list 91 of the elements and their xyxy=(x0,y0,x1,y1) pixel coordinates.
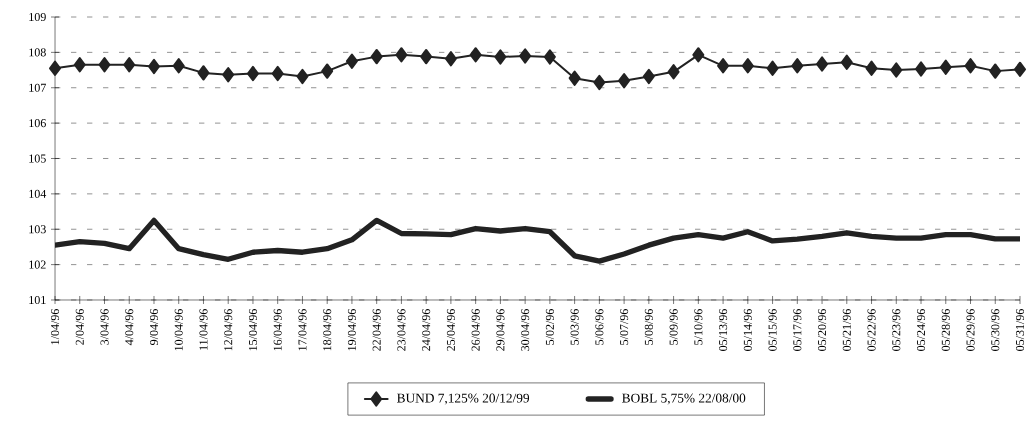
x-tick-label: 25/04/96 xyxy=(446,309,455,351)
x-tick-label: 5/10/96 xyxy=(694,309,703,345)
point xyxy=(370,48,383,65)
point xyxy=(642,68,655,85)
x-tick-label: 05/21/96 xyxy=(842,309,851,351)
x-tick-label: 26/04/96 xyxy=(471,309,480,351)
x-tick-label: 22/04/96 xyxy=(372,309,381,351)
point xyxy=(890,62,903,78)
x-tick-label: 4/04/96 xyxy=(125,309,134,346)
x-tick-label: 10/04/96 xyxy=(174,309,183,351)
point xyxy=(865,60,878,76)
point xyxy=(964,58,977,74)
x-tick-label: 05/24/96 xyxy=(916,309,926,351)
point xyxy=(989,63,1002,79)
x-tick-label: 1/04/96 xyxy=(50,309,60,345)
x-tick-label: 05/30/96 xyxy=(991,309,1000,351)
x-tick-label: 5/09/96 xyxy=(669,309,678,345)
point xyxy=(395,47,408,63)
y-tick-label: 102 xyxy=(29,260,46,269)
point xyxy=(147,58,160,75)
point xyxy=(915,61,928,77)
x-tick-label: 05/28/96 xyxy=(941,309,950,351)
y-tick-label: 105 xyxy=(29,154,46,163)
x-tick-label: 19/04/96 xyxy=(347,309,356,351)
x-tick-label: 23/04/96 xyxy=(397,309,406,351)
point xyxy=(296,68,309,85)
point xyxy=(741,58,754,74)
x-tick-label: 05/13/96 xyxy=(719,309,728,351)
point xyxy=(123,57,136,73)
x-tick-label: 05/23/96 xyxy=(892,309,901,351)
point xyxy=(717,58,730,74)
y-tick-label: 106 xyxy=(29,119,46,128)
x-tick-label: 30/04/96 xyxy=(521,309,530,351)
x-tick-label: 16/04/96 xyxy=(273,309,282,351)
point xyxy=(840,54,853,70)
point xyxy=(494,49,507,65)
point xyxy=(345,53,358,69)
point xyxy=(271,65,284,82)
point xyxy=(469,47,482,63)
point xyxy=(98,57,111,73)
point xyxy=(444,51,457,67)
point xyxy=(766,60,779,76)
x-tick-label: 2/04/96 xyxy=(75,309,84,345)
x-tick-label: 12/04/96 xyxy=(224,309,233,351)
point xyxy=(49,60,62,76)
x-tick-label: 18/04/96 xyxy=(323,309,332,351)
point xyxy=(939,59,952,75)
point xyxy=(1013,61,1026,78)
point xyxy=(420,48,433,65)
x-tick-label: 11/04/96 xyxy=(199,309,208,350)
point xyxy=(568,70,581,86)
x-tick-label: 29/04/96 xyxy=(496,309,505,351)
y-tick-label: 104 xyxy=(29,189,47,198)
point xyxy=(321,63,334,79)
point xyxy=(519,48,532,64)
point xyxy=(222,66,235,83)
x-tick-label: 05/20/96 xyxy=(817,309,827,351)
x-tick-label: 05/17/96 xyxy=(793,309,802,351)
y-tick-label: 101 xyxy=(29,295,46,305)
x-tick-label: 9/04/96 xyxy=(149,309,159,345)
point xyxy=(543,49,556,65)
x-tick-label: 05/31/96 xyxy=(1015,309,1025,351)
point xyxy=(692,47,705,63)
y-tick-label: 109 xyxy=(29,12,46,22)
x-tick-label: 17/04/96 xyxy=(298,309,307,351)
point xyxy=(791,58,804,74)
x-tick-label: 05/14/96 xyxy=(743,309,752,351)
x-tick-label: 5/07/96 xyxy=(620,309,629,345)
x-tick-label: 5/02/96 xyxy=(545,309,554,345)
point xyxy=(593,74,606,91)
point xyxy=(816,56,829,72)
point xyxy=(667,64,680,80)
point xyxy=(618,73,631,89)
point xyxy=(246,65,259,82)
x-tick-label: 05/15/96 xyxy=(768,309,777,351)
point xyxy=(197,65,210,81)
x-tick-label: 24/04/96 xyxy=(422,309,431,351)
y-tick-label: 107 xyxy=(29,83,46,92)
x-tick-label: 05/29/96 xyxy=(966,309,975,351)
x-tick-label: 3/04/96 xyxy=(100,309,109,345)
y-tick-label: 108 xyxy=(29,48,46,57)
point xyxy=(172,58,185,74)
x-tick-label: 5/08/96 xyxy=(644,309,653,345)
legend-label: BUND 7,125% 20/12/99 xyxy=(397,393,530,405)
x-tick-label: 15/04/96 xyxy=(248,309,258,351)
point xyxy=(73,57,86,73)
y-tick-label: 103 xyxy=(29,225,46,234)
x-tick-label: 5/03/96 xyxy=(570,309,579,345)
legend-label: BOBL 5,75% 22/08/00 xyxy=(622,393,746,405)
x-tick-label: 05/22/96 xyxy=(867,309,876,351)
x-tick-label: 5/06/96 xyxy=(595,309,604,345)
